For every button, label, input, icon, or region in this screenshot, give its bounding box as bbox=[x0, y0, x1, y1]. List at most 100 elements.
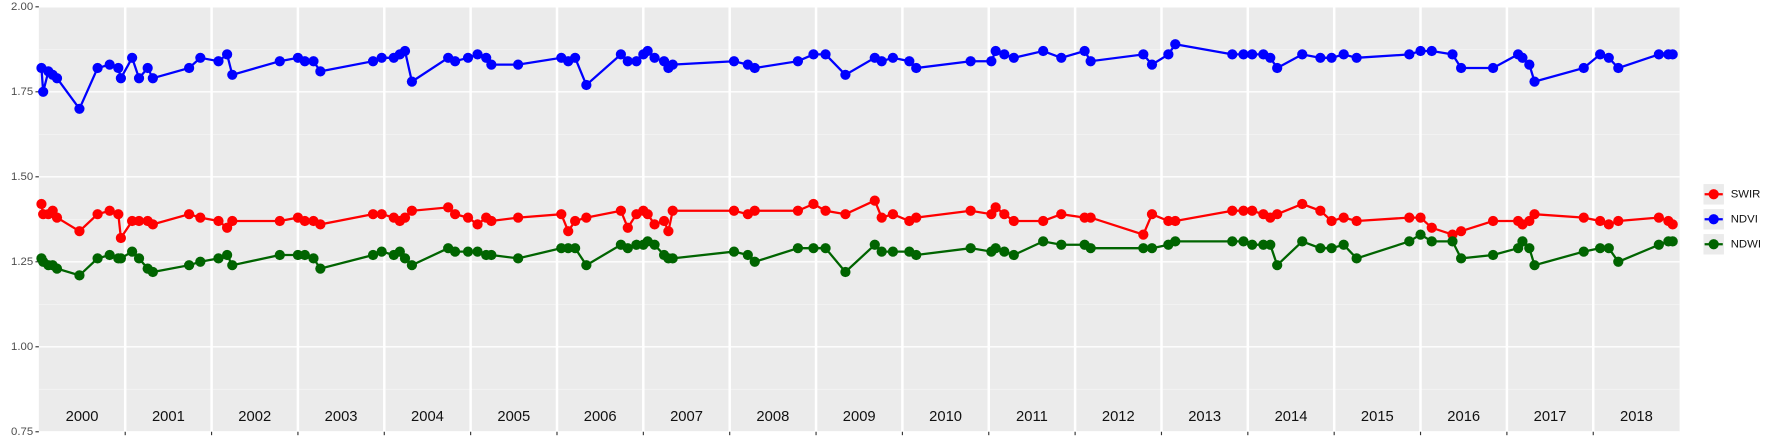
point bbox=[820, 243, 831, 254]
point bbox=[556, 209, 567, 220]
point bbox=[462, 212, 474, 223]
point bbox=[133, 73, 145, 84]
point bbox=[1079, 45, 1090, 57]
point bbox=[1351, 52, 1362, 63]
point bbox=[615, 49, 627, 60]
point bbox=[999, 209, 1010, 220]
point bbox=[222, 49, 233, 60]
point bbox=[1326, 52, 1337, 63]
point bbox=[195, 52, 206, 63]
point bbox=[1415, 45, 1426, 57]
point bbox=[1056, 239, 1067, 250]
point bbox=[642, 45, 653, 57]
point bbox=[792, 243, 804, 254]
point bbox=[658, 215, 670, 227]
point bbox=[1338, 212, 1349, 223]
point bbox=[1146, 59, 1158, 70]
point bbox=[104, 249, 115, 261]
point bbox=[1529, 260, 1540, 271]
point bbox=[184, 209, 195, 220]
point bbox=[213, 253, 224, 264]
point bbox=[911, 62, 922, 74]
point bbox=[51, 73, 63, 84]
point bbox=[227, 215, 238, 227]
point bbox=[472, 246, 483, 257]
point bbox=[1578, 62, 1589, 74]
point bbox=[1297, 198, 1308, 210]
point bbox=[74, 226, 85, 237]
point bbox=[299, 56, 310, 67]
point bbox=[1265, 52, 1276, 63]
point bbox=[1238, 49, 1249, 60]
point bbox=[1138, 243, 1149, 254]
point bbox=[887, 246, 899, 257]
point bbox=[213, 215, 224, 227]
year-label: 2006 bbox=[584, 409, 617, 425]
legend-point bbox=[1708, 214, 1719, 225]
point bbox=[649, 52, 660, 63]
point bbox=[911, 212, 922, 223]
point bbox=[1653, 239, 1664, 250]
point bbox=[222, 249, 233, 261]
point bbox=[1404, 236, 1415, 247]
point bbox=[449, 56, 461, 67]
point bbox=[667, 205, 678, 216]
year-label: 2009 bbox=[843, 409, 876, 425]
point bbox=[1170, 39, 1181, 50]
point bbox=[308, 56, 319, 67]
point bbox=[513, 212, 524, 223]
point bbox=[911, 249, 922, 261]
point bbox=[51, 212, 63, 223]
point bbox=[406, 260, 418, 271]
point bbox=[399, 45, 411, 57]
point bbox=[274, 249, 285, 261]
point bbox=[513, 59, 524, 70]
point bbox=[462, 52, 474, 63]
point bbox=[1247, 49, 1258, 60]
point bbox=[1056, 209, 1067, 220]
point bbox=[904, 56, 915, 67]
point bbox=[299, 215, 310, 227]
point bbox=[1315, 243, 1326, 254]
point bbox=[1038, 236, 1049, 247]
point bbox=[227, 69, 238, 80]
year-label: 2004 bbox=[411, 409, 444, 425]
year-label: 2015 bbox=[1361, 409, 1394, 425]
point bbox=[642, 209, 653, 220]
year-label: 2002 bbox=[238, 409, 271, 425]
point bbox=[443, 202, 454, 213]
point bbox=[142, 62, 153, 74]
point bbox=[876, 246, 887, 257]
point bbox=[876, 212, 887, 223]
point bbox=[728, 246, 740, 257]
point bbox=[1008, 52, 1019, 63]
point bbox=[486, 59, 497, 70]
point bbox=[1008, 215, 1019, 227]
y-tick-label: 1.00 bbox=[11, 341, 33, 353]
point bbox=[563, 226, 574, 237]
point bbox=[1227, 49, 1238, 60]
point bbox=[513, 253, 524, 264]
point bbox=[1315, 205, 1326, 216]
point bbox=[1247, 205, 1258, 216]
point bbox=[127, 246, 138, 257]
point bbox=[820, 49, 831, 60]
point bbox=[581, 212, 592, 223]
point bbox=[147, 219, 158, 230]
point bbox=[1008, 249, 1019, 261]
legend-label: NDVI bbox=[1731, 213, 1758, 225]
point bbox=[1351, 215, 1362, 227]
year-label: 2005 bbox=[497, 409, 530, 425]
point bbox=[1613, 256, 1624, 267]
point bbox=[1603, 219, 1614, 230]
point bbox=[36, 198, 47, 210]
point bbox=[184, 260, 195, 271]
point bbox=[184, 62, 195, 74]
point bbox=[127, 52, 138, 63]
point bbox=[990, 45, 1001, 57]
year-label: 2001 bbox=[152, 409, 185, 425]
point bbox=[376, 52, 387, 63]
point bbox=[965, 56, 976, 67]
point bbox=[1170, 215, 1181, 227]
